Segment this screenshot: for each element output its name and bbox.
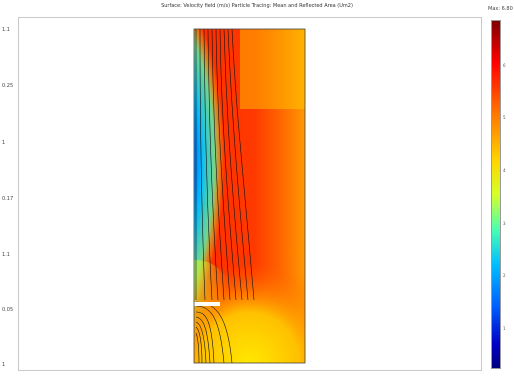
y-tick-label: 1.1 (2, 27, 10, 33)
y-tick-label: 0.17 (2, 196, 14, 202)
colorbar-tick: 6 (503, 63, 506, 68)
colorbar-tick: 4 (503, 168, 506, 173)
colorbar (491, 20, 501, 369)
colorbar-title: Max: 6.80 (488, 6, 513, 12)
y-tick-label: 0.05 (2, 307, 14, 313)
field-orange-top (240, 29, 305, 109)
y-tick-label: 1 (2, 362, 6, 368)
y-tick-label: 1 (2, 140, 6, 146)
colorbar-tick: 1 (503, 326, 506, 331)
plot-title: Surface: Velocity field (m/s) Particle T… (161, 3, 353, 9)
y-tick-label: 1.1 (2, 252, 10, 258)
colorbar-tick: 3 (503, 221, 506, 226)
streamlines (195, 29, 255, 363)
colorbar-tick: 5 (503, 115, 506, 120)
y-tick-label: 0.25 (2, 83, 14, 89)
colorbar-tick: 2 (503, 273, 506, 278)
domain-outline (193, 28, 306, 364)
inlet-gap (194, 302, 220, 306)
